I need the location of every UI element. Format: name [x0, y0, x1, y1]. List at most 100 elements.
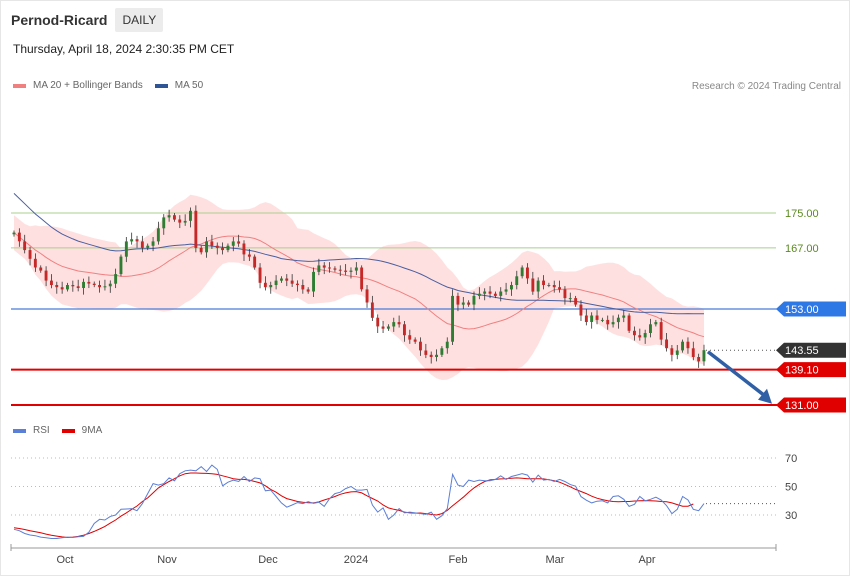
candle-body — [622, 315, 626, 318]
candle-body — [493, 293, 497, 296]
candle-body — [659, 322, 663, 340]
candle-body — [579, 304, 583, 316]
candle-body — [333, 268, 337, 270]
candle — [285, 274, 289, 287]
candle — [242, 240, 246, 261]
candle — [445, 337, 449, 354]
candle — [205, 237, 208, 258]
candle-body — [328, 267, 331, 269]
candle-body — [231, 241, 235, 246]
candle — [135, 235, 139, 248]
candle — [333, 266, 337, 272]
legend-label-9ma: 9MA — [81, 425, 103, 436]
candle — [312, 267, 315, 297]
candle — [686, 337, 690, 354]
candle — [162, 214, 166, 235]
candle-body — [119, 256, 123, 275]
candle-body — [274, 280, 278, 285]
legend-item-9ma: 9MA — [61, 425, 103, 436]
candle — [654, 319, 658, 327]
candle — [584, 309, 588, 326]
candle — [76, 279, 80, 292]
level-label-153.00: 153.00 — [785, 304, 819, 316]
candle-body — [435, 354, 438, 357]
candle — [253, 254, 257, 270]
candle — [82, 278, 85, 295]
candle — [381, 321, 385, 333]
candle — [317, 258, 321, 276]
timestamp: Thursday, April 18, 2024 2:30:35 PM CET — [13, 42, 235, 56]
candle-body — [552, 285, 556, 288]
candle — [44, 266, 48, 287]
candle — [461, 297, 465, 309]
candle-body — [563, 289, 567, 299]
candle — [579, 300, 583, 321]
price-legend: MA 20 + Bollinger Bands MA 50 — [13, 80, 215, 91]
candle-body — [691, 348, 695, 357]
candle-body — [392, 322, 396, 327]
candle-body — [440, 348, 444, 355]
projection-arrow — [706, 350, 768, 399]
candle — [633, 326, 636, 341]
candle-body — [424, 350, 428, 355]
candle-body — [263, 282, 267, 288]
legend-swatch-ma50 — [154, 83, 168, 88]
candle-body — [167, 215, 171, 218]
candle — [531, 271, 535, 295]
candle — [659, 317, 663, 345]
candle — [681, 339, 684, 353]
candle — [28, 246, 32, 266]
candle — [451, 289, 454, 345]
candle — [477, 287, 481, 300]
candle-body — [280, 278, 283, 281]
candle-body — [103, 286, 107, 288]
level-label-139.10: 139.10 — [785, 365, 819, 377]
candle — [33, 253, 37, 272]
candle-body — [140, 241, 144, 248]
legend-label-rsi: RSI — [33, 425, 50, 436]
timeframe-badge[interactable]: DAILY — [115, 8, 164, 32]
candle-body — [253, 256, 257, 268]
candle — [563, 286, 567, 305]
candle — [472, 291, 476, 311]
level-tag-139.10 — [776, 362, 846, 378]
candle — [215, 242, 219, 255]
candle — [627, 313, 631, 333]
candle-body — [670, 348, 674, 355]
candle — [386, 324, 390, 331]
candle-body — [194, 210, 198, 248]
legend-label-ma50: MA 50 — [174, 80, 204, 91]
candle-body — [386, 326, 390, 329]
candle — [675, 345, 679, 360]
candle — [360, 265, 364, 292]
candle-body — [606, 319, 610, 325]
candle-body — [60, 287, 64, 290]
candle — [670, 345, 674, 362]
candle-body — [114, 274, 118, 284]
candle-body — [92, 283, 96, 285]
ma20-line — [13, 232, 705, 338]
candle-body — [76, 286, 80, 288]
candle-body — [542, 280, 545, 285]
candle-body — [360, 267, 364, 290]
candle-body — [558, 287, 561, 290]
candle-body — [643, 333, 647, 338]
candle-body — [210, 241, 214, 246]
x-tick-label-Nov: Nov — [157, 554, 177, 566]
candle — [429, 351, 433, 364]
credit-text: Research © 2024 Trading Central — [691, 81, 841, 92]
candle — [606, 315, 610, 330]
candle — [344, 264, 348, 276]
rsi-tick-label-50: 50 — [785, 482, 797, 494]
candle — [665, 333, 668, 352]
candle — [306, 287, 310, 294]
legend-swatch-9ma — [61, 428, 75, 433]
candle — [119, 254, 123, 277]
candle — [183, 214, 187, 226]
candle — [515, 270, 519, 290]
candle-body — [445, 341, 449, 349]
candle-body — [370, 302, 374, 318]
candle-body — [349, 270, 353, 272]
level-tag-143.55 — [776, 342, 846, 358]
candle-body — [483, 291, 487, 294]
